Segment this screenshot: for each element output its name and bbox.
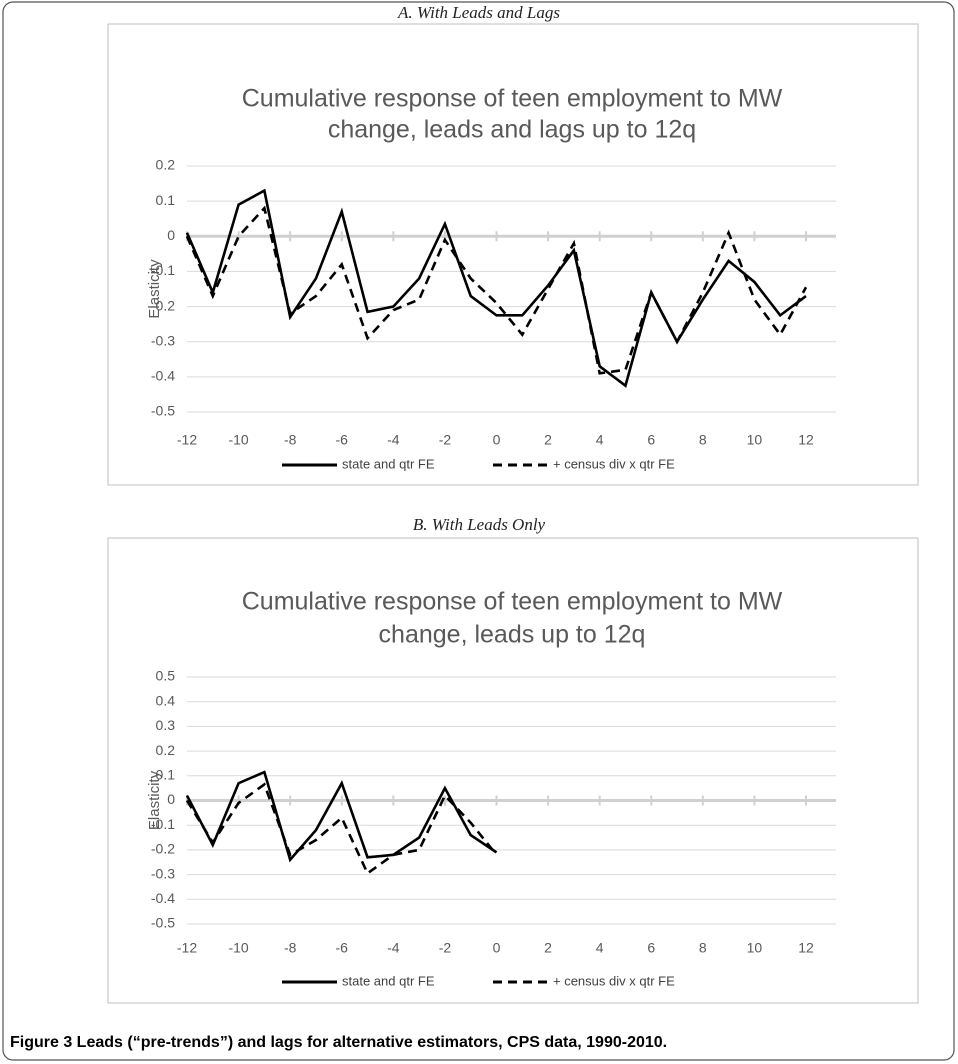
chart-title: change, leads and lags up to 12q <box>328 116 696 144</box>
y-tick-label: -0.2 <box>151 841 175 857</box>
x-tick-label: -6 <box>336 432 349 448</box>
x-tick-label: -8 <box>284 432 297 448</box>
caption: Figure 3 Leads (“pre-trends”) and lags f… <box>10 1034 667 1051</box>
x-tick-label: -2 <box>439 940 452 956</box>
x-tick-label: -10 <box>228 940 248 956</box>
y-tick-label: 0.4 <box>156 692 176 708</box>
series-line <box>185 205 808 375</box>
x-tick-label: 4 <box>596 432 604 448</box>
chart-frame <box>107 537 919 1004</box>
x-tick-label: 8 <box>699 432 707 448</box>
x-tick-label: 12 <box>798 432 814 448</box>
y-tick-label: -0.3 <box>151 332 175 348</box>
x-tick-label: 6 <box>647 432 655 448</box>
y-tick-label: -0.1 <box>151 262 175 278</box>
y-axis-label: Elasticity <box>146 770 163 830</box>
legend-label: + census div x qtr FE <box>553 973 675 988</box>
x-tick-label: 0 <box>493 940 501 956</box>
x-tick-label: -8 <box>284 940 297 956</box>
chart-title: Cumulative response of teen employment t… <box>242 85 783 113</box>
x-tick-label: 8 <box>699 940 707 956</box>
y-tick-label: -0.5 <box>151 403 175 419</box>
y-tick-label: 0.5 <box>156 668 176 684</box>
y-axis-label: Elasticity <box>146 259 163 319</box>
y-tick-label: -0.2 <box>151 297 175 313</box>
chart-frame <box>107 23 919 486</box>
y-tick-label: -0.4 <box>151 368 175 384</box>
x-tick-label: -12 <box>177 940 197 956</box>
legend-label: state and qtr FE <box>342 973 435 988</box>
y-tick-label: 0 <box>167 227 175 243</box>
panel-label: A. With Leads and Lags <box>397 3 560 22</box>
series-line <box>185 770 498 863</box>
y-tick-label: -0.3 <box>151 865 175 881</box>
x-tick-label: 10 <box>747 940 763 956</box>
y-tick-label: -0.5 <box>151 915 175 931</box>
y-tick-label: 0.3 <box>156 717 176 733</box>
x-tick-label: 0 <box>493 432 501 448</box>
x-tick-label: -12 <box>177 432 197 448</box>
x-tick-label: 4 <box>596 940 604 956</box>
series-line <box>185 782 498 876</box>
x-tick-label: 2 <box>544 432 552 448</box>
x-tick-label: -4 <box>387 940 400 956</box>
legend-label: + census div x qtr FE <box>553 456 675 471</box>
chart-title: Cumulative response of teen employment t… <box>242 588 783 616</box>
panel-label: B. With Leads Only <box>413 515 546 534</box>
y-tick-label: -0.4 <box>151 890 175 906</box>
x-tick-label: -2 <box>439 432 452 448</box>
x-tick-label: -6 <box>336 940 349 956</box>
chart-title: change, leads up to 12q <box>379 621 646 649</box>
y-tick-label: 0.1 <box>156 192 176 208</box>
x-tick-label: -4 <box>387 432 400 448</box>
x-tick-label: 2 <box>544 940 552 956</box>
y-tick-label: 0.2 <box>156 742 176 758</box>
y-tick-label: 0.1 <box>156 767 176 783</box>
x-tick-label: -10 <box>228 432 248 448</box>
y-tick-label: 0 <box>167 791 175 807</box>
x-tick-label: 6 <box>647 940 655 956</box>
x-tick-label: 10 <box>747 432 763 448</box>
x-tick-label: 12 <box>798 940 814 956</box>
series-line <box>185 188 807 388</box>
legend-label: state and qtr FE <box>342 456 435 471</box>
y-tick-label: 0.2 <box>156 157 176 173</box>
y-tick-label: -0.1 <box>151 816 175 832</box>
